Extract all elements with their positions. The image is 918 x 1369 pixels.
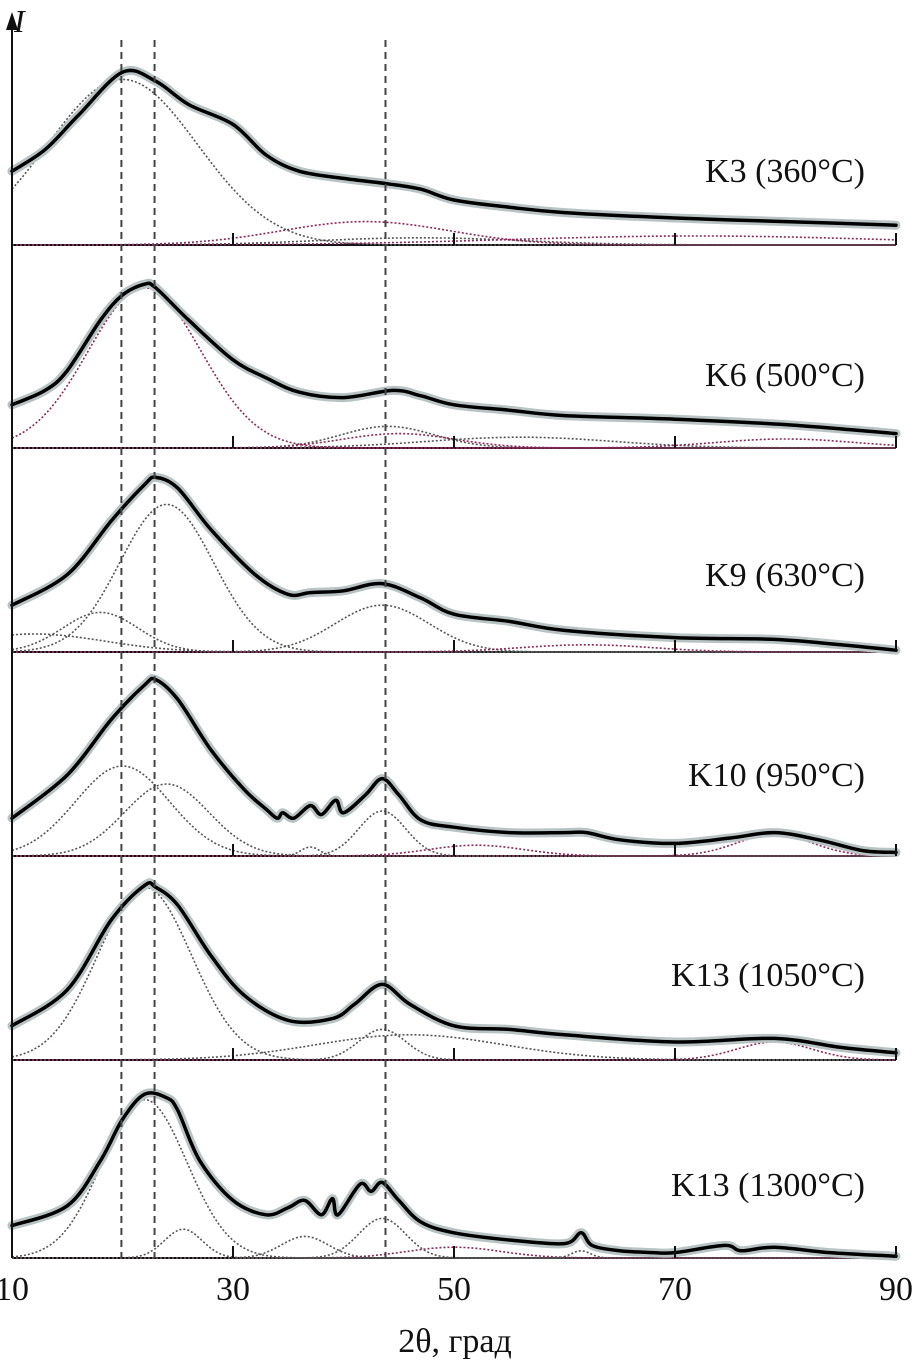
panel-4: K10 (950°C) — [7, 674, 901, 857]
x-tick-label: 70 — [658, 1271, 692, 1308]
panel-2: K6 (500°C) — [7, 278, 901, 449]
fit-component — [12, 844, 896, 857]
fit-curve — [10, 475, 898, 652]
fit-component — [12, 1028, 896, 1061]
fit-component — [12, 235, 897, 246]
x-tick-label: 10 — [0, 1271, 29, 1308]
panel-3: K9 (630°C) — [7, 472, 901, 655]
series-label: K13 (1300°C) — [671, 1167, 865, 1204]
fit-curve — [10, 676, 898, 855]
panel-5: K13 (1050°C) — [7, 878, 901, 1061]
fit-component — [11, 78, 896, 246]
series-label: K3 (360°C) — [705, 153, 865, 190]
panel-6: K13 (1300°C) — [7, 1088, 901, 1261]
fit-component — [12, 237, 896, 246]
series-label: K10 (950°C) — [688, 757, 865, 794]
fit-curve — [10, 1091, 898, 1258]
y-axis-arrow-icon — [6, 12, 18, 30]
series-label: K13 (1050°C) — [671, 957, 865, 994]
fit-curve — [10, 68, 898, 227]
x-axis-label: 2θ, град — [398, 1323, 512, 1360]
x-tick-label: 30 — [216, 1271, 250, 1308]
series-label: K6 (500°C) — [705, 357, 865, 394]
measured-pattern — [7, 65, 901, 230]
x-tick-label: 50 — [437, 1271, 471, 1308]
fit-component — [12, 436, 896, 449]
fit-curve — [10, 881, 898, 1055]
y-axis-label: I — [13, 3, 26, 39]
x-tick-label: 90 — [879, 1271, 913, 1308]
fit-curve — [10, 281, 898, 436]
panel-1: K3 (360°C) — [7, 65, 901, 246]
series-label: K9 (630°C) — [705, 557, 865, 594]
fit-component — [12, 220, 896, 246]
fit-component — [12, 644, 896, 653]
fit-component — [12, 1246, 896, 1259]
